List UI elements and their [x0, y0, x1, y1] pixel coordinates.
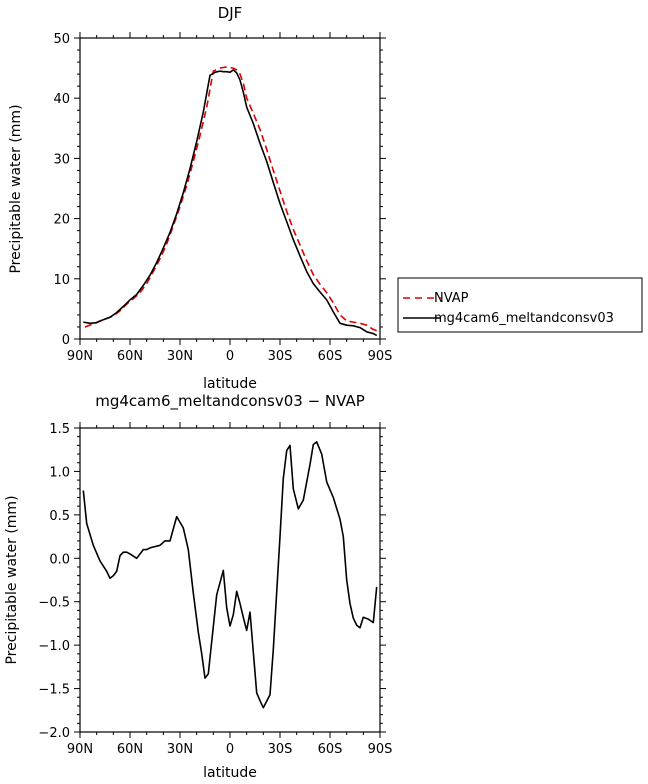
top-y-tick-label: 50 [53, 32, 70, 47]
top-axis-ticks [74, 32, 386, 345]
top-x-axis-label: latitude [203, 376, 257, 392]
bottom-x-tick-label: 30N [167, 742, 193, 757]
bottom-y-tick-label: 1.0 [49, 465, 70, 480]
bottom-y-tick-label: 0.0 [49, 552, 70, 567]
top-panel: DJF 90N 60N 30N 0 30S 60S 90S 0 10 20 30 40 50 lati… [8, 4, 392, 392]
bottom-y-tick-label: −0.5 [38, 596, 70, 611]
bottom-y-tick-labels: −2.0 −1.5 −1.0 −0.5 0.0 0.5 1.0 1.5 [38, 422, 70, 741]
top-x-tick-label: 0 [226, 349, 234, 364]
legend: NVAP mg4cam6_meltandconsv03 [397, 277, 643, 333]
top-x-tick-label: 60N [117, 349, 143, 364]
top-chart-title: DJF [218, 4, 243, 22]
bottom-chart-title: mg4cam6_meltandconsv03 − NVAP [95, 392, 365, 411]
bottom-y-tick-label: 0.5 [49, 509, 70, 524]
top-y-tick-label: 40 [53, 92, 70, 107]
bottom-x-tick-labels: 90N 60N 30N 0 30S 60S 90S [67, 742, 393, 757]
legend-box [397, 277, 643, 333]
bottom-x-tick-label: 30S [268, 742, 293, 757]
top-y-tick-label: 0 [62, 333, 70, 348]
bottom-series-lines [82, 441, 378, 709]
bottom-y-tick-label: −2.0 [38, 726, 70, 741]
bottom-axis-ticks [74, 422, 386, 738]
top-series-lines [83, 66, 378, 337]
top-x-tick-label: 30S [268, 349, 293, 364]
bottom-y-tick-label: −1.5 [38, 683, 70, 698]
bottom-x-tick-label: 60N [117, 742, 143, 757]
top-y-axis-label: Precipitable water (mm) [8, 104, 24, 273]
bottom-y-axis-label: Precipitable water (mm) [4, 495, 20, 664]
bottom-y-tick-label: −1.0 [38, 639, 70, 654]
bottom-series-line-difference [82, 441, 378, 709]
bottom-x-tick-label: 90N [67, 742, 93, 757]
bottom-panel: mg4cam6_meltandconsv03 − NVAP 90N 60N 30N 0… [4, 392, 392, 781]
top-x-tick-label: 30N [167, 349, 193, 364]
top-y-tick-labels: 0 10 20 30 40 50 [53, 32, 70, 348]
bottom-x-axis-label: latitude [203, 765, 257, 781]
top-y-tick-label: 20 [53, 213, 70, 228]
legend-label-model: mg4cam6_meltandconsv03 [434, 311, 614, 326]
legend-label-nvap: NVAP [434, 291, 469, 306]
top-series-line-mg4cam6-meltandconsv03 [83, 69, 378, 337]
top-x-tick-label: 90S [368, 349, 393, 364]
bottom-x-tick-label: 0 [226, 742, 234, 757]
bottom-y-tick-label: 1.5 [49, 422, 70, 437]
top-y-tick-label: 10 [53, 273, 70, 288]
bottom-x-tick-label: 90S [368, 742, 393, 757]
top-x-tick-label: 90N [67, 349, 93, 364]
top-series-line-nvap [84, 66, 377, 332]
bottom-x-tick-label: 60S [318, 742, 343, 757]
top-y-tick-label: 30 [53, 152, 70, 167]
top-x-tick-label: 60S [318, 349, 343, 364]
top-plot-frame [79, 37, 381, 340]
bottom-plot-frame [79, 427, 381, 733]
top-x-tick-labels: 90N 60N 30N 0 30S 60S 90S [67, 349, 393, 364]
